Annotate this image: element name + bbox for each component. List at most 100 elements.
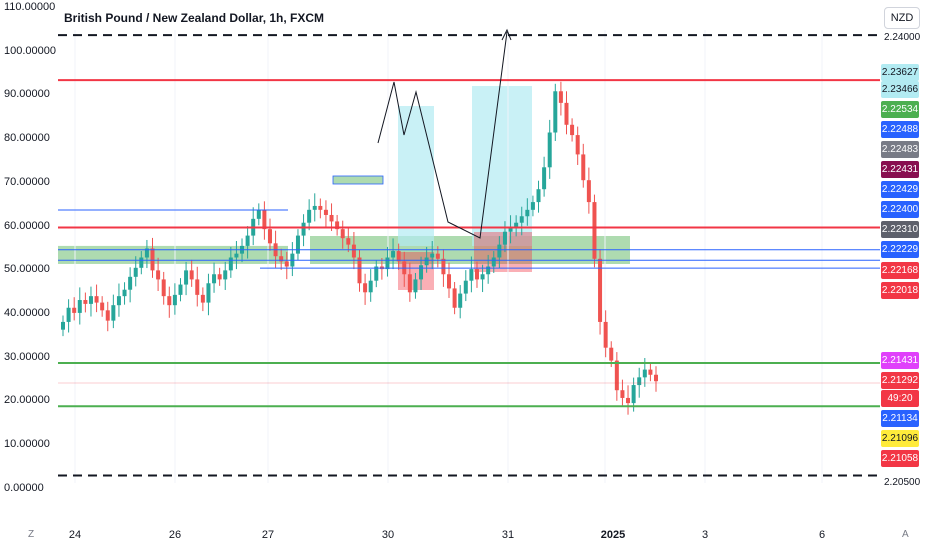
candle-body	[223, 270, 228, 280]
candle-body	[206, 283, 211, 303]
candle-body	[592, 202, 597, 259]
candle-body	[262, 209, 267, 230]
candle-body	[234, 253, 239, 258]
candle-body	[491, 257, 496, 267]
time-axis-tick: 24	[68, 529, 82, 541]
candle-body	[575, 135, 580, 155]
left-axis-tick: 50.00000	[4, 263, 50, 276]
candle-body	[435, 253, 440, 259]
candle-body	[474, 269, 479, 280]
fvg-zone-1	[398, 106, 434, 246]
candle-body	[295, 235, 300, 254]
candle-body	[228, 257, 233, 271]
candle-body	[301, 222, 306, 236]
candle-body	[542, 167, 547, 190]
candle-body	[586, 180, 591, 203]
candle-body	[502, 231, 507, 245]
candle-body	[184, 270, 189, 285]
candle-body	[530, 202, 535, 210]
candle-body	[340, 229, 345, 239]
candle-body	[553, 91, 558, 133]
candle-body	[178, 284, 183, 295]
candle-body	[245, 235, 250, 246]
candle-body	[172, 294, 177, 306]
candle-body	[631, 385, 636, 404]
price-tag: 2.22018	[881, 282, 919, 299]
candle-body	[458, 293, 463, 308]
candle-body	[144, 248, 149, 258]
left-axis-tick: 90.00000	[4, 88, 50, 101]
price-tag: 2.22431	[881, 161, 919, 178]
candle-body	[267, 229, 272, 244]
left-axis-tick: 80.00000	[4, 132, 50, 145]
candle-body	[391, 251, 396, 258]
left-axis-tick: 0.00000	[4, 481, 44, 494]
candle-body	[189, 270, 194, 280]
candle-body	[598, 258, 603, 322]
timezone-corner[interactable]: Z	[28, 529, 35, 540]
price-tag: 2.23627	[881, 64, 919, 81]
chart-title: British Pound / New Zealand Dollar, 1h, …	[64, 11, 325, 25]
currency-button[interactable]: NZD	[884, 7, 920, 29]
candle-body	[374, 266, 379, 281]
time-axis-tick: 30	[381, 529, 395, 541]
time-axis-tick: 27	[261, 529, 275, 541]
price-tag: 2.22168	[881, 262, 919, 279]
candle-body	[83, 300, 88, 304]
candle-body	[609, 347, 614, 361]
left-axis-tick: 10.00000	[4, 438, 50, 450]
candle-body	[200, 294, 205, 303]
price-tag: 2.22429	[881, 181, 919, 198]
right-axis-partial-top: 2.24000	[884, 32, 921, 43]
demand-zone	[58, 245, 288, 264]
price-tag: 2.21134	[881, 410, 919, 427]
candle-body	[396, 251, 401, 262]
candle-body	[424, 257, 429, 266]
candle-body	[508, 227, 513, 232]
price-tag: 2.22400	[881, 201, 919, 218]
levels-layer	[58, 34, 880, 477]
left-axis-tick: 100.00000	[4, 44, 56, 57]
candle-body	[430, 253, 435, 258]
candle-body	[558, 91, 563, 103]
candle-body	[100, 302, 105, 311]
candle-body	[72, 307, 77, 313]
price-tag: 2.22229	[881, 241, 919, 258]
time-axis-tick: 6	[818, 529, 826, 541]
candle-body	[284, 261, 289, 267]
candle-body	[335, 221, 340, 230]
candle-body	[654, 374, 658, 382]
price-tag: 2.21431	[881, 352, 919, 369]
candle-body	[547, 132, 552, 168]
time-axis-tick: 31	[501, 529, 515, 541]
auto-scale-corner[interactable]: A	[902, 529, 909, 540]
candle-body	[351, 244, 356, 258]
candle-body	[323, 209, 328, 215]
right-axis-bottom-label: 2.20500	[884, 477, 921, 488]
candle-body	[329, 214, 334, 222]
candle-body	[167, 296, 172, 306]
candle-body	[626, 397, 631, 404]
price-tag: 2.22483	[881, 141, 919, 158]
candles-layer	[61, 81, 658, 415]
candle-body	[156, 270, 161, 280]
candle-body	[212, 274, 217, 284]
left-axis-tick: 30.00000	[4, 350, 50, 363]
left-axis-tick: 40.00000	[4, 306, 50, 319]
candle-body	[570, 124, 575, 136]
candle-body	[312, 205, 317, 210]
candle-body	[642, 369, 647, 378]
candle-body	[66, 307, 71, 322]
candle-body	[469, 269, 474, 281]
candle-body	[195, 279, 200, 295]
drawings-layer	[377, 28, 512, 239]
left-axis-tick: 110.00000	[4, 1, 56, 13]
candle-body	[463, 280, 468, 294]
candle-body	[514, 222, 519, 228]
candle-body	[525, 209, 530, 217]
candle-body	[413, 279, 418, 293]
time-axis-tick: 3	[701, 529, 709, 541]
candle-body	[128, 276, 133, 290]
candle-body	[519, 216, 524, 223]
